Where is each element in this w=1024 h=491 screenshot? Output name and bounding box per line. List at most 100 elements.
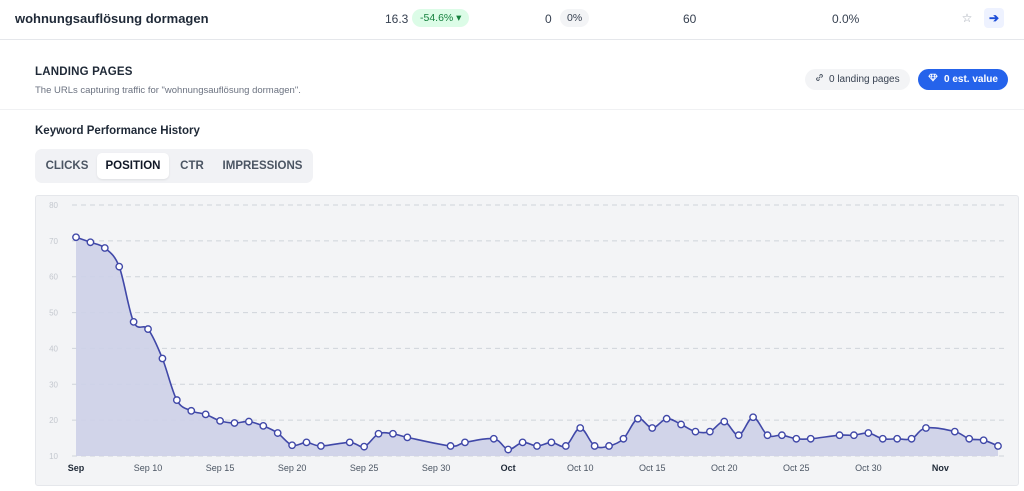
y-tick-label: 50 <box>49 309 58 318</box>
data-point <box>86 238 95 247</box>
x-tick-label: Sep <box>68 463 85 473</box>
data-point <box>835 431 844 440</box>
y-tick-label: 30 <box>49 380 58 389</box>
data-point <box>705 427 714 436</box>
tab-clicks[interactable]: CLICKS <box>45 160 89 172</box>
y-tick-label: 20 <box>49 416 58 425</box>
x-tick-label: Oct <box>501 463 516 473</box>
landing-pages-count-button[interactable]: 0 landing pages <box>805 69 910 90</box>
data-point <box>489 434 498 443</box>
traffic-share: 0.0% <box>832 12 860 26</box>
data-point <box>533 442 541 450</box>
data-point <box>317 442 325 450</box>
data-point <box>216 416 224 425</box>
data-point <box>129 317 138 326</box>
data-point <box>360 442 369 451</box>
data-point <box>864 429 873 437</box>
data-point <box>115 262 124 271</box>
data-point <box>244 417 253 426</box>
data-point <box>677 420 685 429</box>
data-point <box>100 244 109 252</box>
x-tick-label: Sep 15 <box>206 463 235 473</box>
data-point <box>403 433 412 442</box>
x-tick-label: Oct 20 <box>711 463 738 473</box>
data-point <box>619 434 628 443</box>
y-tick-label: 70 <box>49 237 58 246</box>
link-icon <box>815 69 824 90</box>
est-value-button[interactable]: 0 est. value <box>918 69 1008 90</box>
tab-ctr[interactable]: CTR <box>180 160 204 172</box>
landing-pages-count-label: 0 landing pages <box>829 74 900 85</box>
arrow-right-icon[interactable]: ➔ <box>984 8 1004 28</box>
series-area <box>76 237 998 456</box>
data-point <box>720 417 729 426</box>
x-tick-label: Oct 15 <box>639 463 666 473</box>
data-point <box>374 429 383 438</box>
data-point <box>172 396 181 404</box>
x-tick-label: Oct 10 <box>567 463 594 473</box>
data-point <box>158 354 167 363</box>
est-value-label: 0 est. value <box>944 74 998 85</box>
performance-history-title: Keyword Performance History <box>35 125 200 137</box>
x-tick-label: Sep 20 <box>278 463 307 473</box>
data-point <box>648 424 657 432</box>
average-position: 16.3 <box>385 12 409 26</box>
search-volume: 60 <box>683 12 697 26</box>
data-point <box>590 442 599 450</box>
data-point <box>979 436 988 445</box>
data-point <box>144 325 152 333</box>
x-tick-label: Oct 30 <box>855 463 882 473</box>
data-point <box>792 434 801 443</box>
data-point <box>605 442 613 450</box>
y-tick-label: 80 <box>49 201 58 210</box>
data-point <box>561 442 570 450</box>
tab-position[interactable]: POSITION <box>97 153 169 179</box>
tab-impressions[interactable]: IMPRESSIONS <box>222 160 303 172</box>
data-point <box>893 434 902 443</box>
data-point <box>691 427 700 436</box>
data-point <box>345 438 354 447</box>
data-point <box>994 442 1002 450</box>
series-line <box>75 236 999 451</box>
position-history-chart: 10 20 30 40 50 60 70 80 Sep Sep 10 Sep 15 Sep 20 Sep… <box>35 195 1019 486</box>
metric-tabs: CLICKS POSITION CTR IMPRESSIONS <box>35 149 313 183</box>
data-point <box>878 434 887 443</box>
data-point <box>259 421 268 430</box>
data-point <box>201 410 210 419</box>
keyword-text: wohnungsauflösung dormagen <box>15 11 209 26</box>
data-point <box>273 429 282 437</box>
data-point <box>389 429 397 438</box>
data-point <box>806 434 815 443</box>
position-chart-svg: 10 20 30 40 50 60 70 80 Sep Sep 10 Sep 15 Sep 20 Sep… <box>49 201 1006 473</box>
x-tick-label: Sep 10 <box>134 463 163 473</box>
data-point <box>734 431 743 440</box>
data-point <box>633 414 642 423</box>
x-tick-label: Sep 25 <box>350 463 379 473</box>
data-point <box>907 434 916 443</box>
position-change-badge: -54.6% ▾ <box>412 9 470 27</box>
keyword-row[interactable]: wohnungsauflösung dormagen 16.3 -54.6% ▾… <box>0 0 1024 40</box>
data-point <box>662 414 671 423</box>
data-point <box>504 445 513 454</box>
data-point <box>446 442 455 450</box>
data-point <box>922 424 930 432</box>
data-point <box>518 438 527 447</box>
landing-pages-title: LANDING PAGES <box>35 66 133 78</box>
star-icon[interactable]: ☆ <box>961 11 973 25</box>
data-point <box>778 431 786 440</box>
x-tick-label: Oct 25 <box>783 463 810 473</box>
ctr-badge: 0% <box>560 9 590 27</box>
data-point <box>72 233 80 242</box>
y-tick-label: 40 <box>49 344 58 353</box>
section-divider <box>0 109 1024 110</box>
y-tick-label: 10 <box>49 452 58 461</box>
x-tick-label: Sep 30 <box>422 463 451 473</box>
data-point <box>288 441 296 450</box>
x-tick-label: Nov <box>932 463 949 473</box>
data-point <box>576 424 585 432</box>
diamond-icon <box>928 69 938 90</box>
data-point <box>749 413 757 422</box>
landing-pages-subtitle: The URLs capturing traffic for "wohnungs… <box>35 85 301 96</box>
data-point <box>461 438 469 447</box>
data-point <box>302 438 311 447</box>
